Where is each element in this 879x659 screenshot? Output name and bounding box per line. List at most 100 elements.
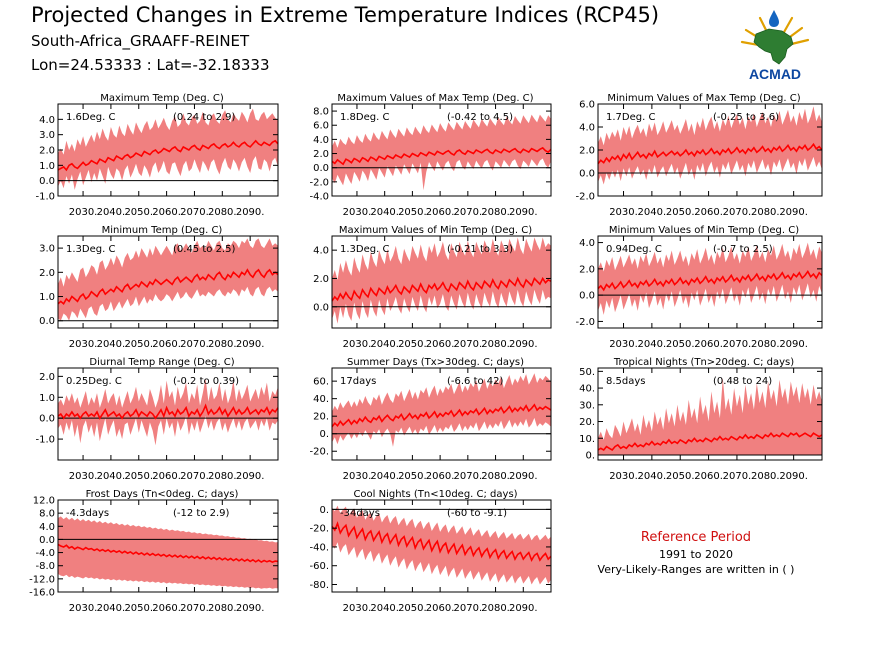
x-tick-label: 2030. bbox=[343, 471, 372, 482]
x-tick-label: 2040. bbox=[370, 207, 399, 218]
x-tick-label: 2070. bbox=[723, 207, 752, 218]
acmad-logo: ACMAD bbox=[740, 10, 810, 82]
x-tick-label: 2080. bbox=[751, 339, 780, 350]
x-tick-label: 2080. bbox=[751, 471, 780, 482]
x-tick-label: 2080. bbox=[481, 339, 510, 350]
acmad-logo-text: ACMAD bbox=[749, 66, 801, 82]
y-tick-label: 0. bbox=[585, 450, 595, 461]
y-tick-label: 0.0 bbox=[579, 291, 595, 302]
range-band bbox=[598, 242, 822, 315]
x-tick-label: 2030. bbox=[609, 207, 638, 218]
panel-change-value: 1.3Deg. C bbox=[340, 244, 389, 255]
y-tick-label: -1.0 bbox=[35, 435, 55, 446]
plot-frame bbox=[331, 367, 552, 461]
x-tick-label: 2050. bbox=[124, 471, 153, 482]
y-tick-label: 2.0 bbox=[579, 264, 595, 275]
y-tick-label: 4.0 bbox=[313, 135, 329, 146]
x-tick-label: 2050. bbox=[398, 603, 427, 614]
median-line bbox=[57, 543, 279, 564]
y-tick-label: 3.0 bbox=[39, 130, 55, 141]
median-line bbox=[597, 270, 823, 292]
panel-range: (-0.21 to 3.3) bbox=[447, 244, 513, 255]
x-tick-label: 2080. bbox=[751, 207, 780, 218]
panel-change-value: 1.8Deg. C bbox=[340, 112, 389, 123]
x-tick-label: 2030. bbox=[343, 603, 372, 614]
x-tick-label: 2090. bbox=[236, 339, 265, 350]
africa-map-icon bbox=[753, 28, 794, 65]
x-tick-label: 2080. bbox=[208, 471, 237, 482]
x-tick-label: 2080. bbox=[208, 603, 237, 614]
y-tick-label: 2.0 bbox=[313, 149, 329, 160]
chart-panel-4: 0.0 1.0 2.0 3.0 2030. 2040. 2050. 2060. 2070. 208… bbox=[39, 225, 279, 350]
x-tick-label: 2040. bbox=[370, 339, 399, 350]
panel-change-value: 0.25Deg. C bbox=[66, 376, 122, 387]
location-name: South-Africa_GRAAFF-REINET bbox=[31, 32, 250, 50]
x-tick-label: 2050. bbox=[666, 207, 695, 218]
x-tick-label: 2040. bbox=[638, 207, 667, 218]
x-tick-label: 2050. bbox=[666, 471, 695, 482]
x-tick-label: 2080. bbox=[208, 339, 237, 350]
x-tick-label: 2060. bbox=[694, 471, 723, 482]
panel-range: (-0.7 to 2.5) bbox=[713, 244, 773, 255]
x-tick-label: 2040. bbox=[97, 207, 126, 218]
panel-range: (-60 to -9.1) bbox=[447, 508, 507, 519]
y-tick-label: 0. bbox=[319, 505, 329, 516]
y-tick-label: 6.0 bbox=[313, 121, 329, 132]
median-line bbox=[331, 521, 552, 562]
median-line bbox=[331, 403, 552, 428]
x-tick-label: 2040. bbox=[97, 339, 126, 350]
x-tick-label: 2060. bbox=[426, 471, 455, 482]
x-tick-label: 2060. bbox=[426, 207, 455, 218]
y-tick-label: 0.0 bbox=[39, 176, 55, 187]
y-tick-label: 4.0 bbox=[579, 123, 595, 134]
y-tick-label: 2.0 bbox=[39, 372, 55, 383]
panel-change-value: 8.5days bbox=[606, 376, 646, 387]
x-tick-label: 2070. bbox=[454, 207, 483, 218]
y-tick-label: 1.0 bbox=[39, 161, 55, 172]
y-tick-label: 8.0 bbox=[39, 509, 55, 520]
x-tick-label: 2070. bbox=[723, 339, 752, 350]
range-band bbox=[332, 505, 551, 585]
y-tick-label: -40. bbox=[309, 542, 329, 553]
panel-change-value: 0.94Deg. C bbox=[606, 244, 662, 255]
plot-frame bbox=[57, 499, 279, 593]
x-tick-label: 2060. bbox=[426, 339, 455, 350]
panel-change-value: -4.3days bbox=[66, 508, 109, 519]
plot-frame bbox=[331, 499, 552, 593]
panel-range: (-0.2 to 0.39) bbox=[173, 376, 239, 387]
page-title: Projected Changes in Extreme Temperature… bbox=[31, 3, 660, 27]
x-tick-label: 2040. bbox=[370, 471, 399, 482]
x-tick-label: 2080. bbox=[481, 207, 510, 218]
x-tick-label: 2040. bbox=[97, 603, 126, 614]
range-band bbox=[332, 114, 551, 191]
x-tick-label: 2040. bbox=[638, 339, 667, 350]
panel-range: (0.45 to 2.5) bbox=[173, 244, 235, 255]
panel-title: Frost Days (Tn<0deg. C; days) bbox=[86, 489, 239, 500]
panel-title: Maximum Temp (Deg. C) bbox=[100, 93, 224, 104]
x-tick-label: 2050. bbox=[398, 339, 427, 350]
x-tick-label: 2060. bbox=[694, 339, 723, 350]
x-tick-label: 2090. bbox=[509, 471, 538, 482]
y-tick-label: 12.0 bbox=[33, 496, 55, 507]
y-tick-label: -4.0 bbox=[309, 192, 329, 203]
x-tick-label: 2080. bbox=[481, 471, 510, 482]
panel-title: Summer Days (Tx>30deg. C; days) bbox=[347, 357, 524, 368]
y-tick-label: 10. bbox=[579, 434, 595, 445]
y-tick-label: 50. bbox=[579, 367, 595, 378]
chart-panel-8: -20. 0. 20. 40. 60. 2030. 2040. 2050. 2060. 2070.… bbox=[309, 357, 552, 482]
panel-change-value: 17days bbox=[340, 376, 376, 387]
x-tick-label: 2090. bbox=[236, 207, 265, 218]
y-tick-label: 20. bbox=[313, 412, 329, 423]
x-tick-label: 2040. bbox=[638, 471, 667, 482]
x-tick-label: 2090. bbox=[509, 603, 538, 614]
x-tick-label: 2060. bbox=[152, 471, 181, 482]
location-coordinates: Lon=24.53333 : Lat=-32.18333 bbox=[31, 56, 270, 74]
y-tick-label: 0. bbox=[319, 429, 329, 440]
x-tick-label: 2060. bbox=[152, 207, 181, 218]
y-tick-label: 6.0 bbox=[579, 100, 595, 111]
median-line bbox=[57, 403, 279, 420]
plot-frame bbox=[331, 235, 552, 329]
y-tick-label: 4.0 bbox=[39, 115, 55, 126]
x-tick-label: 2090. bbox=[236, 471, 265, 482]
